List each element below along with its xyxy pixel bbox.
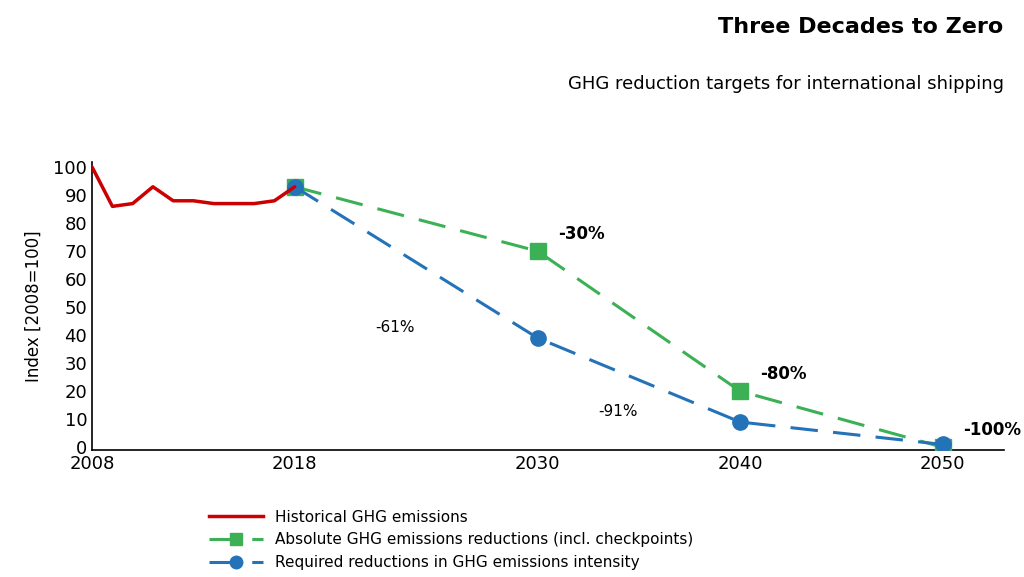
Y-axis label: Index [2008=100]: Index [2008=100]	[25, 230, 42, 381]
Absolute GHG emissions reductions (incl. checkpoints)	[734, 388, 746, 395]
Text: -100%: -100%	[963, 421, 1021, 439]
Absolute GHG emissions reductions (incl. checkpoints)	[289, 183, 301, 190]
Required reductions in GHG emissions intensity	[289, 183, 301, 190]
Required reductions in GHG emissions intensity	[531, 335, 544, 342]
Legend: Historical GHG emissions, Absolute GHG emissions reductions (incl. checkpoints),: Historical GHG emissions, Absolute GHG e…	[209, 509, 693, 570]
Text: -91%: -91%	[598, 404, 638, 419]
Text: -30%: -30%	[558, 225, 604, 243]
Absolute GHG emissions reductions (incl. checkpoints)	[531, 248, 544, 254]
Text: Three Decades to Zero: Three Decades to Zero	[718, 17, 1004, 38]
Text: GHG reduction targets for international shipping: GHG reduction targets for international …	[567, 75, 1004, 93]
Line: Absolute GHG emissions reductions (incl. checkpoints): Absolute GHG emissions reductions (incl.…	[287, 179, 950, 455]
Required reductions in GHG emissions intensity	[937, 441, 949, 448]
Required reductions in GHG emissions intensity	[734, 418, 746, 425]
Text: -80%: -80%	[761, 365, 807, 383]
Text: -61%: -61%	[376, 320, 415, 335]
Line: Required reductions in GHG emissions intensity: Required reductions in GHG emissions int…	[287, 179, 950, 452]
Absolute GHG emissions reductions (incl. checkpoints)	[937, 444, 949, 451]
